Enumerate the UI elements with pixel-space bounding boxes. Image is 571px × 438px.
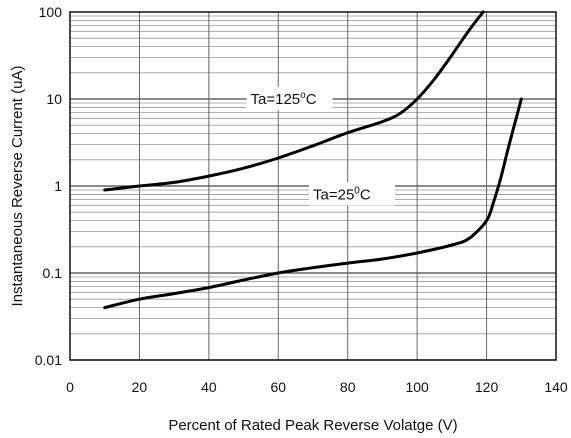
y-tick-label: 1 (54, 178, 62, 194)
series-line-1 (103, 97, 523, 310)
x-tick-label: 120 (475, 379, 499, 395)
tick-labels: 0 20 40 60 80 100 120 140 0.01 0.1 1 10 100 (35, 4, 568, 395)
series-lines (103, 10, 523, 310)
plot-area-frame (69, 11, 557, 361)
x-tick-label: 60 (270, 379, 286, 395)
x-tick-label: 20 (132, 379, 148, 395)
series-line-0 (103, 10, 485, 192)
series-label-1: Ta=250C (313, 185, 371, 203)
y-axis-title: Instantaneous Reverse Current (uA) (9, 66, 26, 307)
y-tick-label: 0.1 (43, 265, 63, 281)
series-label-bg (309, 182, 395, 206)
y-tick-label: 10 (46, 91, 62, 107)
y-tick-label: 100 (39, 4, 63, 20)
grid (70, 12, 556, 361)
x-tick-label: 80 (340, 379, 356, 395)
x-tick-label: 140 (544, 379, 568, 395)
x-axis-title: Percent of Rated Peak Reverse Volatge (V… (168, 417, 457, 434)
series-labels: Ta=125oC Ta=250C (246, 87, 395, 206)
series-label-bg (246, 87, 333, 110)
x-tick-label: 40 (201, 379, 217, 395)
x-tick-label: 100 (405, 379, 429, 395)
series-label-0: Ta=125oC (251, 90, 317, 108)
y-tick-label: 0.01 (35, 352, 62, 368)
x-tick-label: 0 (66, 379, 74, 395)
